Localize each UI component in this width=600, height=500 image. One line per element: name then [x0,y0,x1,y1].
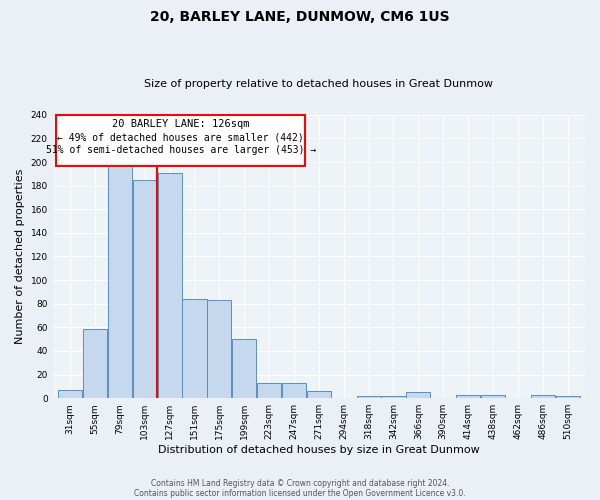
Text: Contains HM Land Registry data © Crown copyright and database right 2024.: Contains HM Land Registry data © Crown c… [151,478,449,488]
Bar [158,172,182,398]
Bar [282,383,306,398]
Bar [108,162,132,398]
Bar [58,390,82,398]
X-axis label: Distribution of detached houses by size in Great Dunmow: Distribution of detached houses by size … [158,445,480,455]
Text: 20 BARLEY LANE: 126sqm: 20 BARLEY LANE: 126sqm [112,119,250,129]
Bar [83,328,107,398]
Text: ← 49% of detached houses are smaller (442): ← 49% of detached houses are smaller (44… [58,132,304,142]
Bar [257,383,281,398]
Title: Size of property relative to detached houses in Great Dunmow: Size of property relative to detached ho… [145,79,493,89]
Text: 20, BARLEY LANE, DUNMOW, CM6 1US: 20, BARLEY LANE, DUNMOW, CM6 1US [150,10,450,24]
Text: Contains public sector information licensed under the Open Government Licence v3: Contains public sector information licen… [134,488,466,498]
Bar [382,396,406,398]
Bar [406,392,430,398]
Text: 51% of semi-detached houses are larger (453) →: 51% of semi-detached houses are larger (… [46,145,316,155]
Bar [182,299,206,398]
Y-axis label: Number of detached properties: Number of detached properties [15,169,25,344]
Bar [356,396,380,398]
Bar [530,394,555,398]
Bar [307,391,331,398]
FancyBboxPatch shape [56,115,305,166]
Bar [481,394,505,398]
Bar [207,300,232,398]
Bar [232,339,256,398]
Bar [456,394,480,398]
Bar [556,396,580,398]
Bar [133,180,157,398]
